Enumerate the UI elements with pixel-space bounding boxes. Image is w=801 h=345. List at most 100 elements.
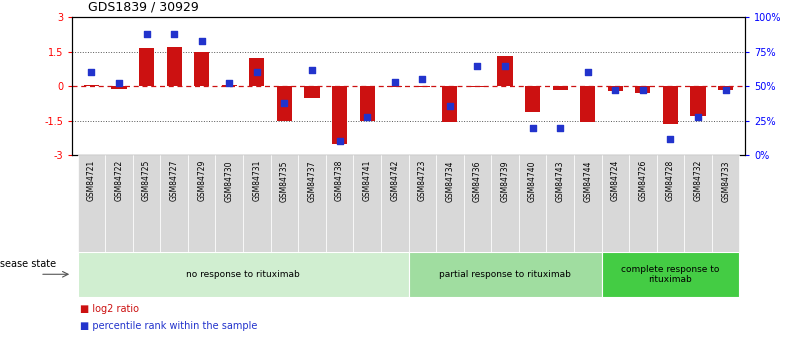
Bar <box>84 85 99 86</box>
Text: GSM84741: GSM84741 <box>363 160 372 201</box>
Bar <box>332 86 347 144</box>
Point <box>609 88 622 93</box>
Text: GSM84725: GSM84725 <box>142 160 151 201</box>
Point <box>278 100 291 106</box>
Point <box>498 63 511 68</box>
Text: GSM84733: GSM84733 <box>721 160 731 201</box>
Text: GSM84739: GSM84739 <box>501 160 509 201</box>
Text: complete response to
rituximab: complete response to rituximab <box>622 265 719 284</box>
Bar <box>105 155 133 252</box>
Bar <box>525 86 540 111</box>
Text: GSM84742: GSM84742 <box>390 160 399 201</box>
Text: GSM84727: GSM84727 <box>170 160 179 201</box>
Point <box>637 88 650 93</box>
Text: ■ percentile rank within the sample: ■ percentile rank within the sample <box>80 321 257 331</box>
Bar <box>387 86 402 87</box>
Bar <box>304 86 320 98</box>
Bar <box>690 86 706 116</box>
Point <box>553 125 566 130</box>
Point <box>306 67 319 72</box>
Text: GSM84731: GSM84731 <box>252 160 261 201</box>
Bar <box>629 155 657 252</box>
Point <box>471 63 484 68</box>
Bar <box>111 86 127 89</box>
Text: GSM84721: GSM84721 <box>87 160 96 201</box>
Text: GSM84723: GSM84723 <box>418 160 427 201</box>
Bar <box>442 86 457 122</box>
Bar <box>497 56 513 86</box>
Text: GSM84736: GSM84736 <box>473 160 482 201</box>
Bar <box>684 155 712 252</box>
Bar <box>360 86 375 121</box>
Bar <box>602 155 629 252</box>
Text: GSM84735: GSM84735 <box>280 160 289 201</box>
Bar <box>663 86 678 124</box>
Bar <box>271 155 298 252</box>
Point <box>167 31 180 37</box>
Bar <box>249 58 264 86</box>
Bar <box>243 155 271 252</box>
Bar <box>381 155 409 252</box>
Bar <box>608 86 623 91</box>
Text: disease state: disease state <box>0 259 56 269</box>
Bar <box>580 86 595 122</box>
Bar <box>133 155 160 252</box>
Bar <box>574 155 602 252</box>
Bar <box>194 52 209 86</box>
Bar <box>409 155 436 252</box>
Text: GSM84729: GSM84729 <box>197 160 206 201</box>
Text: ■ log2 ratio: ■ log2 ratio <box>80 304 139 314</box>
Bar <box>409 252 602 297</box>
Bar <box>222 85 237 86</box>
Text: GSM84730: GSM84730 <box>225 160 234 201</box>
Bar <box>464 155 491 252</box>
Bar <box>188 155 215 252</box>
Text: GDS1839 / 30929: GDS1839 / 30929 <box>88 1 199 14</box>
Bar <box>326 155 353 252</box>
Bar <box>215 155 243 252</box>
Point <box>140 31 153 37</box>
Text: GSM84743: GSM84743 <box>556 160 565 201</box>
Text: GSM84728: GSM84728 <box>666 160 675 201</box>
Point <box>388 79 401 85</box>
Text: GSM84734: GSM84734 <box>445 160 454 201</box>
Text: GSM84738: GSM84738 <box>335 160 344 201</box>
Bar <box>470 86 485 87</box>
Bar <box>167 47 182 86</box>
Bar <box>277 86 292 121</box>
Point <box>416 77 429 82</box>
Point <box>444 103 457 108</box>
Point <box>195 38 208 43</box>
Text: GSM84724: GSM84724 <box>611 160 620 201</box>
Bar <box>436 155 464 252</box>
Point <box>582 70 594 75</box>
Bar <box>78 155 105 252</box>
Text: GSM84740: GSM84740 <box>528 160 537 201</box>
Point <box>360 114 373 119</box>
Point <box>223 81 235 86</box>
Point <box>113 81 126 86</box>
Bar <box>712 155 739 252</box>
Bar <box>718 86 733 90</box>
Text: partial response to rituximab: partial response to rituximab <box>439 270 571 279</box>
Bar <box>353 155 381 252</box>
Point <box>664 136 677 141</box>
Point <box>251 70 264 75</box>
Point <box>85 70 98 75</box>
Text: GSM84726: GSM84726 <box>638 160 647 201</box>
Point <box>691 114 704 119</box>
Bar <box>298 155 326 252</box>
Bar <box>160 155 188 252</box>
Text: GSM84732: GSM84732 <box>694 160 702 201</box>
Bar <box>139 48 154 86</box>
Text: GSM84744: GSM84744 <box>583 160 592 201</box>
Text: GSM84722: GSM84722 <box>115 160 123 201</box>
Bar <box>519 155 546 252</box>
Bar <box>415 86 430 87</box>
Bar <box>546 155 574 252</box>
Point <box>526 125 539 130</box>
Bar <box>657 155 684 252</box>
Text: GSM84737: GSM84737 <box>308 160 316 201</box>
Bar <box>78 252 409 297</box>
Bar <box>602 252 739 297</box>
